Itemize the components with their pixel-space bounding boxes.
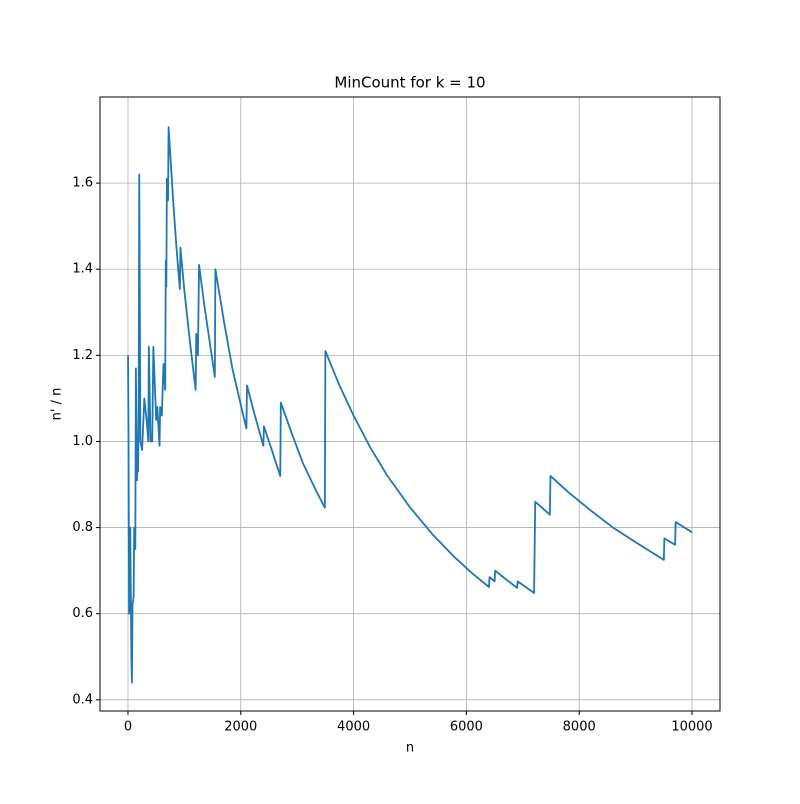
y-tick-label: 0.4 <box>72 692 93 707</box>
y-tick-label: 0.6 <box>72 606 93 621</box>
y-tick-label: 1.6 <box>72 176 93 191</box>
x-tick-label: 2000 <box>224 720 257 735</box>
x-tick-label: 6000 <box>450 720 483 735</box>
y-axis-label: n' / n <box>50 388 65 421</box>
x-tick-label: 0 <box>124 720 132 735</box>
chart-title: MinCount for k = 10 <box>334 74 485 92</box>
plot-frame <box>99 96 721 712</box>
y-tick-label: 1.0 <box>72 434 93 449</box>
data-line <box>127 126 693 684</box>
y-tick-label: 1.4 <box>72 262 93 277</box>
y-tick-label: 1.2 <box>72 348 93 363</box>
x-tick-label: 8000 <box>563 720 596 735</box>
y-tick-label: 0.8 <box>72 520 93 535</box>
x-axis-label: n <box>406 741 414 756</box>
x-tick-label: 4000 <box>337 720 370 735</box>
x-tick-label: 10000 <box>671 720 712 735</box>
